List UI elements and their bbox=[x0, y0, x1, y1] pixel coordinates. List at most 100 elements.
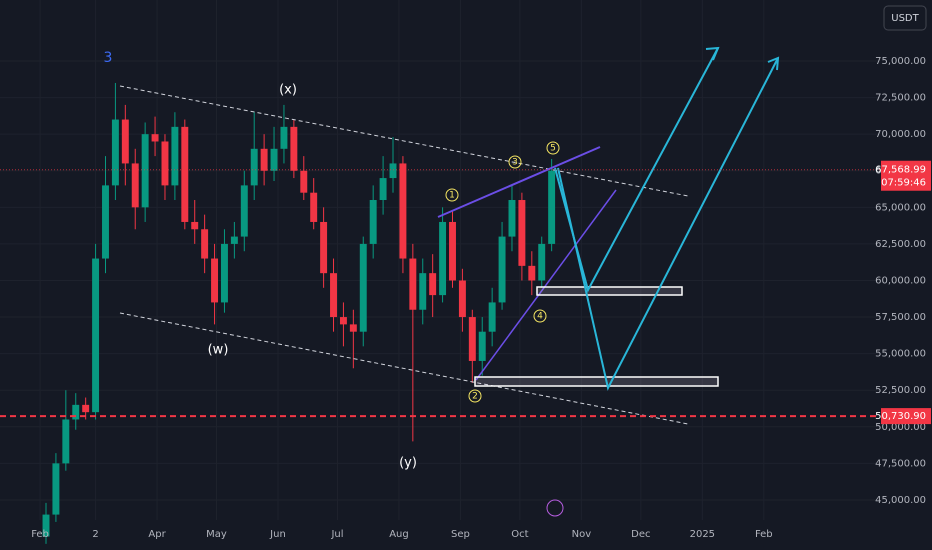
candle-body bbox=[330, 273, 337, 318]
candle-body bbox=[280, 126, 288, 149]
candle-body bbox=[62, 419, 70, 464]
currency[interactable]: USDT bbox=[891, 13, 919, 24]
x-tick-label: Nov bbox=[572, 529, 592, 540]
currency-button[interactable] bbox=[883, 5, 927, 31]
wave-label: 3 bbox=[104, 50, 113, 66]
candle-body bbox=[498, 236, 506, 303]
candle-body bbox=[538, 243, 546, 281]
x-tick-label: Jul bbox=[330, 529, 343, 540]
candle-body bbox=[339, 317, 347, 325]
candle-body bbox=[439, 221, 447, 296]
x-tick-label: Sep bbox=[451, 529, 470, 540]
wave-label: (x) bbox=[279, 83, 297, 98]
x-tick-label: 2025 bbox=[690, 529, 715, 540]
candle-body bbox=[369, 200, 377, 244]
support-label: 50,730.90 bbox=[875, 411, 926, 422]
x-tick-label: Dec bbox=[631, 529, 650, 540]
wave-number: 4 bbox=[537, 312, 543, 322]
candle-body bbox=[389, 163, 397, 179]
candle-body bbox=[449, 221, 456, 281]
candle-body bbox=[230, 236, 238, 244]
candle-body bbox=[429, 273, 437, 296]
y-tick-label: 60,000.00 bbox=[875, 275, 926, 286]
candle-body bbox=[211, 258, 219, 303]
candle-body bbox=[399, 163, 407, 259]
candles bbox=[42, 82, 556, 544]
candle-body bbox=[220, 243, 228, 303]
y-tick-label: 55,000.00 bbox=[875, 349, 926, 360]
x-tick-label: Oct bbox=[511, 529, 528, 540]
x-tick-label: Apr bbox=[148, 529, 166, 540]
support-box bbox=[881, 408, 931, 425]
x-tick-label: 2 bbox=[92, 529, 98, 540]
wave-circle bbox=[546, 141, 560, 155]
x-tick-label: Jun bbox=[269, 529, 286, 540]
wave-number: 5 bbox=[550, 144, 556, 154]
x-tick-label: May bbox=[206, 529, 227, 540]
wave-number: 3 bbox=[512, 158, 518, 168]
wave-label: (w) bbox=[208, 343, 229, 358]
candle-body bbox=[508, 200, 516, 237]
last-price-box bbox=[881, 160, 931, 191]
wave-circle bbox=[508, 155, 522, 169]
candle-body bbox=[518, 200, 526, 266]
x-tick-label: Feb bbox=[755, 529, 773, 540]
candle-body bbox=[458, 280, 466, 318]
zone-upper bbox=[536, 286, 683, 296]
candle-body bbox=[300, 170, 308, 193]
wave-number: 2 bbox=[472, 392, 478, 402]
candle-body bbox=[468, 317, 476, 361]
candle-body bbox=[359, 243, 367, 332]
wave-circle bbox=[533, 309, 547, 323]
channel-top bbox=[119, 85, 689, 197]
candle-body bbox=[141, 134, 149, 208]
candle-body bbox=[42, 514, 50, 537]
candle-body bbox=[548, 170, 556, 244]
candle-body bbox=[488, 302, 496, 332]
y-tick-label: 72,500.00 bbox=[875, 93, 926, 104]
projection-b bbox=[557, 57, 779, 391]
axes: 75,000.0072,500.0070,000.0067,500.0065,0… bbox=[0, 56, 931, 540]
wave-label: (y) bbox=[399, 456, 417, 471]
candle-body bbox=[171, 126, 179, 186]
candle-body bbox=[181, 126, 189, 222]
wedge-bottom bbox=[475, 189, 617, 381]
candle-body bbox=[290, 126, 298, 171]
y-tick-label: 65,000.00 bbox=[875, 202, 926, 213]
candle-body bbox=[379, 178, 387, 201]
x-tick-label: Feb bbox=[31, 529, 49, 540]
candle-body bbox=[111, 119, 119, 186]
candle-body bbox=[131, 163, 139, 208]
event-icon[interactable] bbox=[546, 499, 564, 517]
y-tick-label: 45,000.00 bbox=[875, 495, 926, 506]
candle-body bbox=[478, 331, 486, 361]
x-tick-label: Aug bbox=[389, 529, 409, 540]
wave-circle bbox=[468, 389, 482, 403]
wave-circle bbox=[445, 188, 459, 202]
y-tick-label: 50,000.00 bbox=[875, 422, 926, 433]
candle-body bbox=[52, 463, 60, 515]
candle-body bbox=[92, 258, 100, 413]
candle-body bbox=[320, 221, 328, 274]
candle-body bbox=[121, 119, 129, 164]
arrow-a bbox=[705, 46, 720, 61]
candle-body bbox=[72, 404, 80, 420]
wedge-top bbox=[437, 146, 601, 218]
candle-body bbox=[151, 134, 159, 142]
candle-body bbox=[528, 265, 536, 281]
candle-body bbox=[270, 148, 278, 171]
candle-body bbox=[240, 185, 248, 237]
candle-body bbox=[349, 324, 357, 332]
candle-body bbox=[161, 141, 169, 186]
candle-body bbox=[419, 273, 427, 310]
candle-body bbox=[102, 185, 109, 259]
grid bbox=[0, 0, 880, 520]
candle-body bbox=[201, 229, 209, 259]
y-tick-label: 75,000.00 bbox=[875, 56, 926, 67]
arrow-b bbox=[767, 56, 780, 71]
y-tick-label: 52,500.00 bbox=[875, 385, 926, 396]
zone-lower bbox=[474, 376, 719, 387]
y-tick-label: 47,500.00 bbox=[875, 458, 926, 469]
